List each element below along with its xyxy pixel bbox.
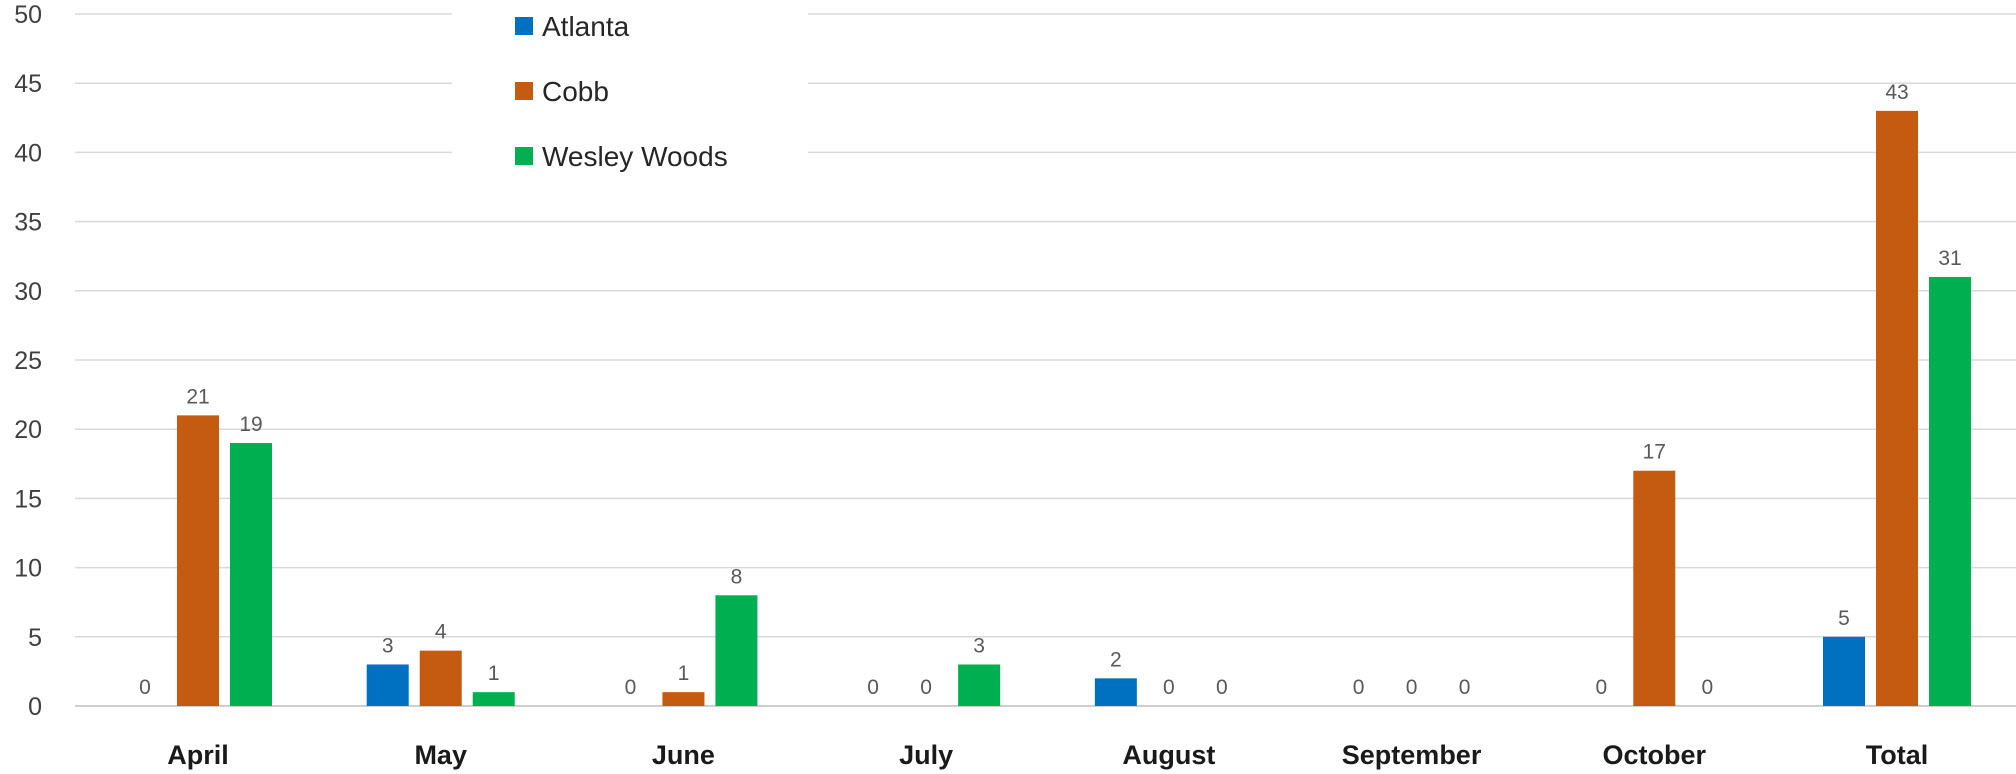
legend-swatch [515,147,533,165]
data-label: 17 [1643,441,1666,464]
data-label: 0 [1406,676,1418,699]
data-label: 21 [186,385,209,408]
data-label: 0 [1701,676,1713,699]
data-label: 8 [731,565,743,588]
bar-cobb [177,415,219,706]
data-label: 19 [239,413,262,436]
y-tick-label: 0 [28,693,42,721]
data-label: 43 [1885,81,1908,104]
legend-swatch [515,17,533,35]
bar-atlanta [1094,678,1137,706]
bar-cobb [419,650,462,706]
bar-wesley-woods [1929,276,1971,706]
data-label: 31 [1938,247,1961,270]
data-label: 0 [1216,676,1228,699]
x-category-label: September [1342,740,1482,770]
x-category-label: April [167,740,229,770]
bar-wesley-woods [958,664,1001,706]
data-label: 0 [920,676,932,699]
y-tick-label: 30 [14,278,42,306]
data-labels: 0 21 19 3 4 1 0 1 8 0 0 3 2 0 0 0 0 0 0 17 0 5 43 31 [139,81,1962,699]
y-tick-label: 20 [14,416,42,444]
bar-cobb [1876,110,1918,706]
y-tick-label: 50 [14,1,42,29]
legend-label: Atlanta [542,11,630,42]
data-label: 1 [678,662,690,685]
data-label: 0 [1163,676,1175,699]
legend-swatch [515,82,533,100]
data-label: 4 [435,621,447,644]
bar-atlanta [1823,636,1865,706]
data-label: 2 [1110,648,1122,671]
data-label: 0 [1459,676,1471,699]
data-label: 0 [625,676,637,699]
y-axis-ticks: 0 5 10 15 20 25 30 35 40 45 50 [14,1,42,721]
x-category-label: Total [1866,740,1929,770]
y-tick-label: 45 [14,70,42,98]
y-tick-label: 15 [14,485,42,513]
data-label: 0 [1353,676,1365,699]
gridlines [75,13,2016,707]
legend-label: Cobb [542,76,609,107]
x-category-label: July [899,740,953,770]
data-label: 0 [867,676,879,699]
data-label: 0 [139,676,151,699]
data-label: 0 [1595,676,1607,699]
bar-cobb [1633,470,1676,706]
data-label: 5 [1838,607,1850,630]
bar-cobb [662,692,705,706]
data-label: 3 [382,634,394,657]
x-axis-categories: April May June July August September October To… [167,740,1928,770]
bar-wesley-woods [230,443,272,706]
y-tick-label: 40 [14,139,42,167]
x-category-label: June [652,740,715,770]
y-tick-label: 35 [14,209,42,237]
bars [177,110,1971,706]
x-category-label: August [1122,740,1215,770]
x-category-label: October [1603,740,1707,770]
bar-wesley-woods [715,595,758,706]
x-category-label: May [414,740,467,770]
y-tick-label: 10 [14,555,42,583]
y-tick-label: 5 [28,624,42,652]
legend: Atlanta Cobb Wesley Woods [452,0,808,172]
bar-wesley-woods [472,692,515,706]
y-tick-label: 25 [14,347,42,375]
data-label: 3 [973,634,985,657]
data-label: 1 [488,662,500,685]
legend-background [452,0,808,160]
legend-label: Wesley Woods [542,141,728,172]
bar-atlanta [366,664,409,706]
